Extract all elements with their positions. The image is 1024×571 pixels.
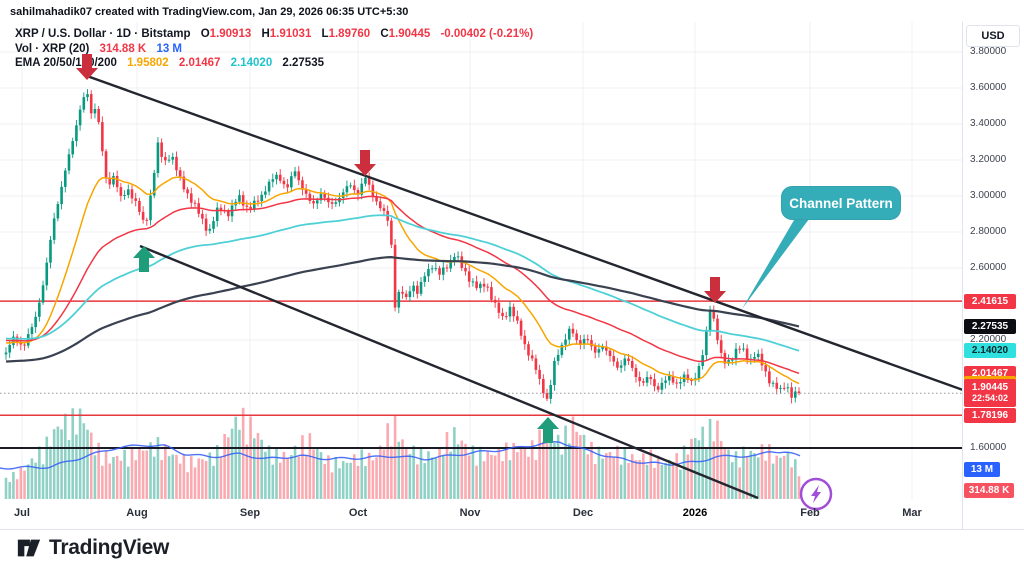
time-axis-label: Feb xyxy=(800,507,820,519)
channel-pattern-callout[interactable]: Channel Pattern xyxy=(781,186,901,220)
ema-legend-row[interactable]: EMA 20/50/100/200 1.95802 2.01467 2.1402… xyxy=(15,57,324,69)
price-axis-badge: 2.14020 xyxy=(964,343,1016,359)
ohlc-open-label: O xyxy=(200,28,210,40)
ohlc-high-label: H xyxy=(261,28,270,40)
volume-legend-row[interactable]: Vol · XRP (20) 314.88 K 13 M xyxy=(15,43,182,55)
time-axis-label: Dec xyxy=(572,507,594,519)
tradingview-logo[interactable]: TradingView xyxy=(16,535,169,561)
time-axis-label: Jul xyxy=(14,507,30,519)
gridlines xyxy=(0,22,962,499)
time-axis-label: Sep xyxy=(239,507,261,519)
time-axis[interactable]: Jul Aug Sep Oct Nov Dec 2026 Feb Mar xyxy=(0,504,962,528)
ema200-value: 2.27535 xyxy=(282,57,324,69)
symbol-title: XRP / U.S. Dollar · 1D · Bitstamp xyxy=(15,28,191,40)
price-tick-label: 2.20000 xyxy=(970,334,1007,345)
price-axis-badge: 2.27535 xyxy=(964,318,1016,334)
ema100-value: 2.14020 xyxy=(230,57,273,69)
channel-trendlines[interactable] xyxy=(86,74,962,500)
flash-watermark-icon xyxy=(799,477,833,511)
credit-text: sahilmahadik07 created with TradingView.… xyxy=(10,6,409,18)
ema50-value: 2.01467 xyxy=(178,57,221,69)
price-tick-label: 1.60000 xyxy=(970,442,1007,453)
ema20-value: 1.95802 xyxy=(127,57,169,69)
price-axis-badge: 13 M xyxy=(964,461,1000,477)
price-tick-label: 3.60000 xyxy=(970,82,1007,93)
change-value: -0.00402 (-0.21%) xyxy=(440,28,534,40)
time-axis-label: Oct xyxy=(348,507,368,519)
price-axis-badge: 2.41615 xyxy=(964,293,1016,309)
volume-ma-line xyxy=(0,440,801,470)
volume-bars xyxy=(4,407,801,499)
time-axis-label: Mar xyxy=(902,507,922,519)
price-axis-badge: 314.88 K xyxy=(964,482,1014,498)
tradingview-logo-text: TradingView xyxy=(49,536,170,559)
horizontal-level-lines[interactable] xyxy=(0,300,962,449)
volume-value: 314.88 K xyxy=(99,43,147,55)
volume-label: Vol · XRP (20) xyxy=(15,43,90,55)
ohlc-low-label: L xyxy=(321,28,329,40)
signal-arrows[interactable] xyxy=(76,54,726,443)
callout-tail xyxy=(742,211,815,309)
ohlc-open-value: 1.90913 xyxy=(209,28,252,40)
price-tick-label: 2.60000 xyxy=(970,262,1007,273)
ema-lines xyxy=(5,176,800,385)
price-axis-badge: 1.90445 22:54:02 xyxy=(964,379,1016,408)
price-axis[interactable]: USD 3.80000 3.60000 3.40000 3.20000 3.00000 2… xyxy=(962,22,1024,529)
price-tick-label: 2.80000 xyxy=(970,226,1007,237)
ohlc-close-label: C xyxy=(380,28,389,40)
chart-canvas[interactable] xyxy=(0,0,962,530)
callout-label: Channel Pattern xyxy=(789,195,893,211)
price-tick-label: 3.80000 xyxy=(970,46,1007,57)
symbol-legend-row[interactable]: XRP / U.S. Dollar · 1D · Bitstamp O1.909… xyxy=(15,28,533,40)
price-tick-label: 3.40000 xyxy=(970,118,1007,129)
ohlc-close-value: 1.90445 xyxy=(388,28,431,40)
tradingview-logo-icon xyxy=(17,539,41,557)
price-axis-badge: 1.78196 xyxy=(964,407,1016,423)
ohlc-high-value: 1.91031 xyxy=(269,28,312,40)
footer-divider xyxy=(0,529,1024,530)
volume-ma-value: 13 M xyxy=(156,43,183,55)
time-axis-label: Aug xyxy=(126,507,148,519)
ohlc-low-value: 1.89760 xyxy=(328,28,371,40)
time-axis-label: 2026 xyxy=(682,507,708,519)
price-tick-label: 3.00000 xyxy=(970,190,1007,201)
currency-toggle-button[interactable]: USD xyxy=(966,25,1020,47)
time-axis-label: Nov xyxy=(459,507,481,519)
price-tick-label: 3.20000 xyxy=(970,154,1007,165)
